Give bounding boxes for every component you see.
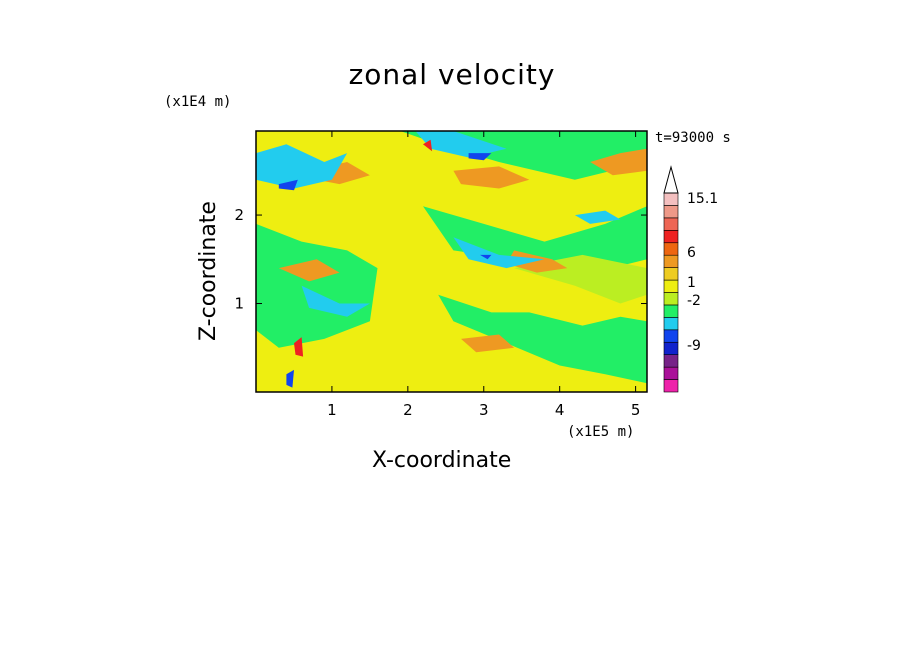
colorbar-swatch [663,267,679,281]
colorbar-swatch [663,329,679,343]
contour-region [453,237,545,269]
time-label: t=93000 s [655,130,731,146]
colorbar-label: 15.1 [687,191,718,207]
y-unit-label: (x1E4 m) [164,94,232,110]
y-tick-label: 2 [234,206,244,224]
contour-region [256,131,647,180]
contour-region [480,254,492,260]
colorbar-swatch [663,304,679,318]
colorbar-label: -9 [687,338,701,354]
colorbar-label: -2 [687,293,701,309]
colorbar-extend-triangle [663,165,679,194]
colorbar-swatch [663,230,679,244]
x-tick-label: 5 [631,401,641,419]
colorbar-swatch [663,242,679,256]
contour-regions [256,131,647,388]
contour-region [438,294,647,384]
x-tick-label: 2 [403,401,413,419]
contour-region [294,337,304,357]
colorbar-swatch [663,292,679,306]
contour-region [256,144,348,189]
colorbar-swatch [663,217,679,231]
contour-region [453,166,530,189]
colorbar-swatch [663,205,679,219]
x-tick-label: 1 [327,401,337,419]
chart-title: zonal velocity [348,58,556,91]
x-tick-label: 4 [555,401,565,419]
contour-region [278,179,298,191]
y-tick-label: 1 [234,295,244,313]
x-tick-label: 3 [479,401,489,419]
colorbar-swatch [663,317,679,331]
x-axis-label: X-coordinate [372,448,512,473]
contour-region [590,148,647,176]
x-unit-label: (x1E5 m) [567,424,635,440]
colorbar-label: 1 [687,275,696,291]
colorbar-swatch [663,192,679,206]
contour-region [286,369,294,388]
colorbar-swatch [663,341,679,355]
colorbar-swatch [663,354,679,368]
colorbar-swatch [663,379,679,393]
plot-frame [255,130,648,393]
colorbar-swatch [663,254,679,268]
colorbar-swatch [663,366,679,380]
colorbar-swatch [663,279,679,293]
contour-region [461,334,515,353]
contour-region [301,285,370,317]
contour-region [415,131,507,158]
contour-region [468,153,492,161]
contour-region [256,223,378,348]
contour-region [278,259,340,282]
colorbar-label: 6 [687,245,696,261]
contour-region [423,139,433,152]
contour-region [574,210,621,224]
contour-region [506,250,568,273]
